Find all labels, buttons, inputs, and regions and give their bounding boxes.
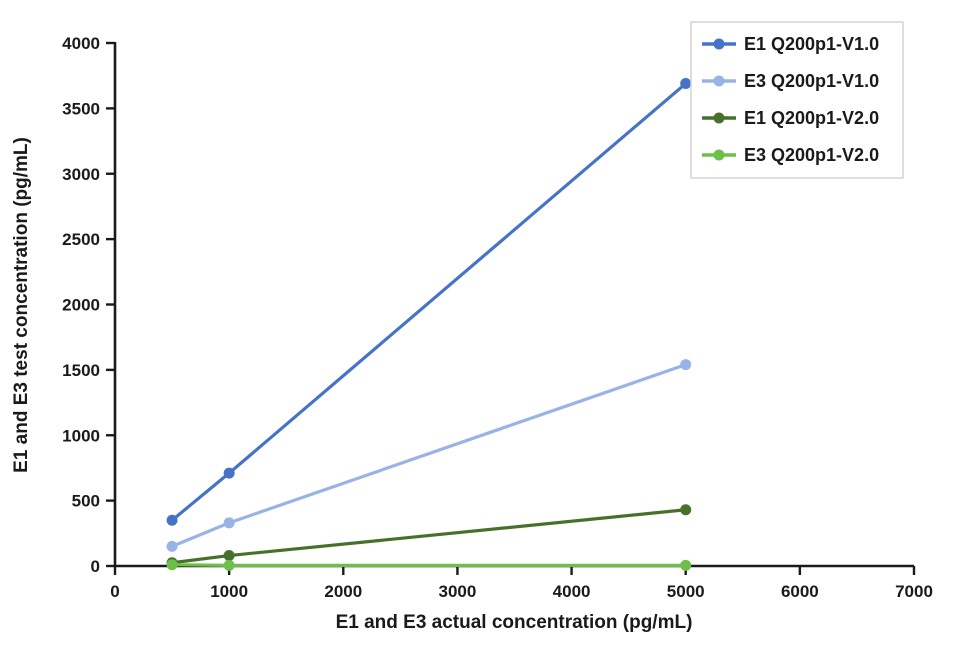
y-tick-label: 1000 bbox=[62, 426, 100, 445]
series-line bbox=[170, 563, 688, 567]
y-tick-label: 4000 bbox=[62, 34, 100, 53]
x-tick-label: 3000 bbox=[439, 582, 477, 601]
y-tick-label: 1500 bbox=[62, 361, 100, 380]
y-tick-label: 3500 bbox=[62, 99, 100, 118]
x-tick-label: 5000 bbox=[667, 582, 705, 601]
y-tick-label: 0 bbox=[91, 557, 100, 576]
y-tick-label: 2000 bbox=[62, 296, 100, 315]
series-e3-q200p1-v2-0 bbox=[166, 559, 692, 571]
data-point bbox=[680, 504, 692, 516]
series-e1-q200p1-v1-0 bbox=[166, 78, 692, 526]
data-point bbox=[166, 540, 178, 552]
data-point bbox=[223, 550, 235, 562]
y-axis: 0 500 1000 1500 2000 2500 3000 3500 4000 bbox=[62, 34, 115, 576]
y-tick-label: 3000 bbox=[62, 165, 100, 184]
x-tick-label: 1000 bbox=[210, 582, 248, 601]
legend-label: E1 Q200p1-V2.0 bbox=[744, 108, 879, 128]
legend-item: E1 Q200p1-V2.0 bbox=[702, 108, 879, 128]
y-tick-label: 2500 bbox=[62, 230, 100, 249]
series-e1-q200p1-v2-0 bbox=[166, 504, 692, 569]
data-point bbox=[223, 517, 235, 529]
legend: E1 Q200p1-V1.0 E3 Q200p1-V1.0 E1 Q200p1-V2… bbox=[690, 21, 904, 179]
data-point bbox=[680, 78, 692, 90]
legend-item: E3 Q200p1-V1.0 bbox=[702, 71, 879, 91]
legend-item: E1 Q200p1-V1.0 bbox=[702, 34, 879, 54]
x-tick-label: 7000 bbox=[895, 582, 933, 601]
legend-label: E3 Q200p1-V1.0 bbox=[744, 71, 879, 91]
legend-marker-dot bbox=[713, 149, 725, 161]
y-axis-title: E1 and E3 test concentration (pg/mL) bbox=[11, 137, 32, 473]
data-point bbox=[223, 467, 235, 479]
legend-marker-dot bbox=[713, 38, 725, 50]
legend-item: E3 Q200p1-V2.0 bbox=[702, 145, 879, 165]
legend-label: E1 Q200p1-V1.0 bbox=[744, 34, 879, 54]
x-tick-label: 0 bbox=[110, 582, 119, 601]
plot-area: 0 1000 2000 3000 4000 5000 6000 7000 0 500 1000 150… bbox=[62, 34, 933, 601]
legend-marker-dot bbox=[713, 75, 725, 87]
data-point bbox=[680, 559, 692, 571]
y-tick-label: 500 bbox=[72, 492, 100, 511]
series-line bbox=[170, 508, 688, 565]
legend-marker-dot bbox=[713, 112, 725, 124]
x-tick-label: 2000 bbox=[324, 582, 362, 601]
data-point bbox=[166, 559, 178, 571]
x-axis-title: E1 and E3 actual concentration (pg/mL) bbox=[336, 612, 693, 633]
data-point bbox=[680, 359, 692, 371]
data-point bbox=[166, 514, 178, 526]
x-tick-label: 6000 bbox=[781, 582, 819, 601]
series-e3-q200p1-v1-0 bbox=[166, 359, 692, 552]
x-tick-label: 4000 bbox=[553, 582, 591, 601]
x-axis: 0 1000 2000 3000 4000 5000 6000 7000 bbox=[110, 566, 933, 601]
legend-box bbox=[690, 21, 904, 179]
data-point bbox=[223, 559, 235, 571]
legend-label: E3 Q200p1-V2.0 bbox=[744, 145, 879, 165]
